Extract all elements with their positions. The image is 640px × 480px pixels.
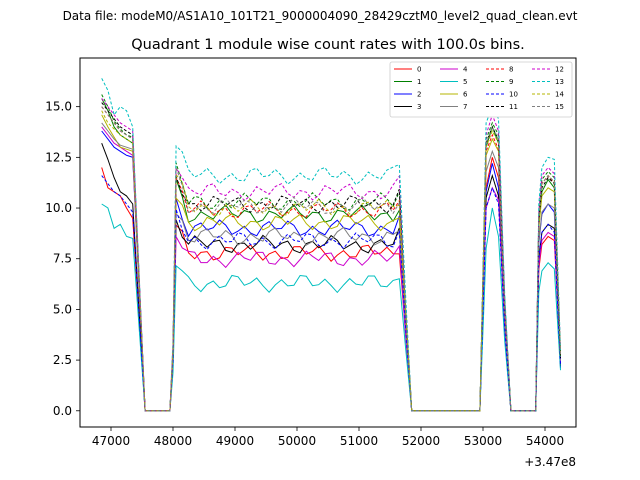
y-tick-label: 12.5 xyxy=(45,150,72,164)
legend-label-14: 14 xyxy=(555,91,564,99)
legend-label-9: 9 xyxy=(509,78,513,86)
legend-label-13: 13 xyxy=(555,78,564,86)
x-tick-label: 48000 xyxy=(154,434,192,448)
series-line-13 xyxy=(101,78,561,412)
legend-label-8: 8 xyxy=(509,66,513,74)
legend-frame xyxy=(389,61,573,118)
series-line-11 xyxy=(101,102,561,412)
series-line-4 xyxy=(101,126,561,412)
x-tick-label: 50000 xyxy=(278,434,316,448)
x-offset-label: +3.47e8 xyxy=(524,455,576,469)
y-tick-label: 0.0 xyxy=(53,404,72,418)
x-tick-label: 47000 xyxy=(92,434,130,448)
series-line-2 xyxy=(101,130,561,412)
legend-label-7: 7 xyxy=(463,103,467,111)
suptitle: Data file: modeM0/AS1A10_101T21_90000040… xyxy=(63,9,578,23)
y-tick-label: 10.0 xyxy=(45,201,72,215)
x-tick-label: 54000 xyxy=(526,434,564,448)
y-tick-label: 5.0 xyxy=(53,302,72,316)
legend-label-5: 5 xyxy=(463,78,467,86)
series-line-3 xyxy=(101,143,561,412)
plot-area-frame xyxy=(79,57,577,428)
legend-label-11: 11 xyxy=(509,103,518,111)
y-tick-label: 7.5 xyxy=(53,252,72,266)
legend-label-10: 10 xyxy=(509,91,518,99)
series-line-1 xyxy=(101,98,561,412)
legend-label-6: 6 xyxy=(463,91,468,99)
chart-title: Quadrant 1 module wise count rates with … xyxy=(131,37,525,53)
series-line-10 xyxy=(101,175,561,412)
legend-label-4: 4 xyxy=(463,66,468,74)
legend-label-15: 15 xyxy=(555,103,564,111)
x-tick-label: 49000 xyxy=(216,434,254,448)
series-line-7 xyxy=(101,122,561,412)
legend-label-2: 2 xyxy=(417,91,421,99)
series-line-15 xyxy=(101,106,561,412)
x-tick-label: 52000 xyxy=(402,434,440,448)
legend-label-12: 12 xyxy=(555,66,564,74)
legend-label-0: 0 xyxy=(417,66,421,74)
y-tick-label: 2.5 xyxy=(53,353,72,367)
series-line-0 xyxy=(101,157,561,412)
legend-label-3: 3 xyxy=(417,103,421,111)
series-line-12 xyxy=(101,98,561,412)
legend-label-1: 1 xyxy=(417,78,421,86)
x-tick-label: 51000 xyxy=(340,434,378,448)
x-tick-label: 53000 xyxy=(464,434,502,448)
series-line-5 xyxy=(101,203,561,412)
y-tick-label: 15.0 xyxy=(45,100,72,114)
